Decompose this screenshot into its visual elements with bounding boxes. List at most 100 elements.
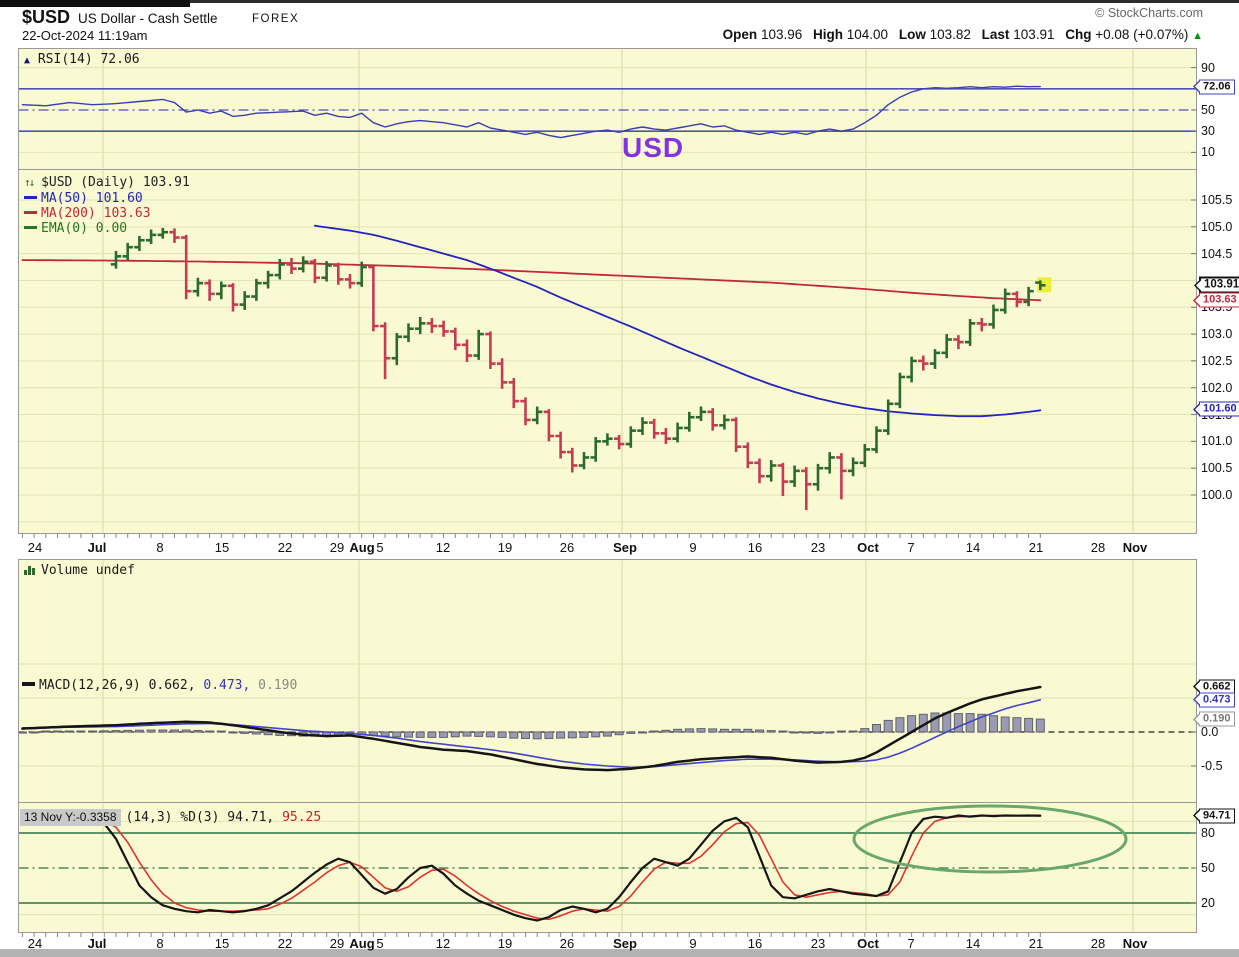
x-axis-label: 24 <box>27 540 43 555</box>
x-axis-label: 8 <box>156 936 164 951</box>
macd-y-axis-callout: 0.473 <box>1193 692 1235 708</box>
rsi-indicator-icon: ▲ <box>24 55 31 66</box>
x-axis-label: 15 <box>214 540 230 555</box>
macd-legend: MACD(12,26,9) 0.662, 0.473, 0.190 <box>22 678 297 693</box>
x-axis-label: 5 <box>376 540 384 555</box>
x-axis-label: 16 <box>747 540 763 555</box>
x-axis-label: Aug <box>349 540 375 555</box>
rsi-legend-label: RSI(14) 72.06 <box>37 52 140 67</box>
x-axis-label: 15 <box>214 936 230 951</box>
x-axis-label: Oct <box>857 936 879 951</box>
chg-value: +0.08 (+0.07%) <box>1095 27 1189 42</box>
x-axis-label: 23 <box>810 540 826 555</box>
price-y-axis-callout: 103.91 <box>1194 276 1239 294</box>
x-axis-label: 26 <box>559 936 575 951</box>
price-y-axis-callout: 101.60 <box>1193 401 1239 417</box>
ma50-legend-label: MA(50) 101.60 <box>41 191 143 206</box>
stoch-d-value: 95.25 <box>282 810 322 825</box>
top-left-black-bar <box>0 0 190 7</box>
copyright-label: © StockCharts.com <box>1095 6 1203 20</box>
ticker-name: US Dollar - Cash Settle <box>78 11 218 26</box>
stoch-k-line <box>21 814 1042 922</box>
x-axis-label: Nov <box>1122 936 1148 951</box>
ema-legend: EMA(0) 0.00 <box>24 221 127 236</box>
bottom-border-bar <box>0 949 1239 957</box>
x-axis-label: 7 <box>907 936 915 951</box>
price-y-axis-label: 101.0 <box>1201 434 1233 449</box>
x-axis-label: Oct <box>857 540 879 555</box>
x-axis-label: Sep <box>613 936 637 951</box>
x-axis-label: 22 <box>277 540 293 555</box>
top-border-bar <box>0 0 1239 3</box>
x-axis-label: 9 <box>689 936 697 951</box>
rsi-y-axis-label: 10 <box>1201 145 1215 160</box>
ma200-legend: MA(200) 103.63 <box>24 206 151 221</box>
open-value: 103.96 <box>760 27 803 42</box>
macd-signal-line <box>21 698 1042 769</box>
price-legend-label: $USD (Daily) 103.91 <box>41 175 190 190</box>
x-axis-label: 21 <box>1028 540 1044 555</box>
updown-arrows-icon: ↑↓ <box>24 176 35 189</box>
price-y-axis-label: 104.5 <box>1201 246 1233 261</box>
x-axis-label: 22 <box>277 936 293 951</box>
x-axis-label: 12 <box>435 540 451 555</box>
rsi-y-axis-callout: 72.06 <box>1193 79 1235 95</box>
high-value: 104.00 <box>846 27 889 42</box>
x-axis-label: 5 <box>376 936 384 951</box>
macd-y-axis-label: -0.5 <box>1201 759 1223 773</box>
price-y-axis-label: 100.5 <box>1201 461 1233 476</box>
macd-line-swatch-icon <box>22 682 35 686</box>
x-axis-label: 28 <box>1090 540 1106 555</box>
ma50-line-swatch-icon <box>24 195 37 199</box>
stoch-y-axis-label: 80 <box>1201 825 1215 840</box>
low-label: Low <box>898 27 926 42</box>
x-axis-label: 12 <box>435 936 451 951</box>
open-label: Open <box>722 27 758 42</box>
x-axis-label: 14 <box>965 936 981 951</box>
x-axis-label: 8 <box>156 540 164 555</box>
quote-line: Open 103.96 High 104.00 Low 103.82 Last … <box>716 27 1203 42</box>
x-axis-label: 21 <box>1028 936 1044 951</box>
macd-histogram <box>17 712 1045 740</box>
volume-legend-label: Volume undef <box>41 563 135 578</box>
price-y-axis-label: 102.5 <box>1201 353 1233 368</box>
rsi-panel-surface[interactable] <box>19 49 1196 169</box>
stoch-legend-label: (14,3) %D(3) 94.71, <box>125 810 275 825</box>
volume-legend: Volume undef <box>24 563 135 579</box>
x-axis-label: Aug <box>349 936 375 951</box>
rsi-y-axis-label: 90 <box>1201 60 1215 75</box>
x-axis-label: 16 <box>747 936 763 951</box>
price-y-axis-label: 103.0 <box>1201 327 1233 342</box>
change-up-arrow-icon: ▲ <box>1192 30 1203 42</box>
x-axis-label: 23 <box>810 936 826 951</box>
x-axis-label: 7 <box>907 540 915 555</box>
x-axis-label: Jul <box>87 540 107 555</box>
high-label: High <box>813 27 843 42</box>
x-axis-label: Sep <box>613 540 637 555</box>
chg-label: Chg <box>1065 27 1092 42</box>
last-label: Last <box>981 27 1010 42</box>
low-value: 103.82 <box>929 27 971 42</box>
x-axis-label: 26 <box>559 540 575 555</box>
stoch-y-axis-label: 50 <box>1201 861 1215 875</box>
x-axis-label: 14 <box>965 540 981 555</box>
rsi-legend: ▲ RSI(14) 72.06 <box>24 52 140 68</box>
x-axis-label: 24 <box>27 936 43 951</box>
ma200-line <box>21 259 1042 302</box>
macd-signal-value: 0.473, <box>203 678 251 693</box>
ticker-exchange: FOREX <box>252 12 300 25</box>
x-axis-label: Jul <box>87 936 107 951</box>
ma50-line <box>313 224 1042 418</box>
price-panel-surface[interactable] <box>19 170 1196 533</box>
x-axis-label: 28 <box>1090 936 1106 951</box>
price-y-axis-label: 100.0 <box>1201 488 1233 502</box>
macd-hist-value: 0.190 <box>258 678 298 693</box>
chart-datetime: 22-Oct-2024 11:19am <box>22 28 148 43</box>
macd-line <box>21 685 1042 772</box>
volume-bars-icon <box>24 564 36 579</box>
stoch-y-axis-label: 20 <box>1201 896 1215 910</box>
x-axis-label: 29 <box>329 936 345 951</box>
ma200-legend-label: MA(200) 103.63 <box>41 206 151 221</box>
